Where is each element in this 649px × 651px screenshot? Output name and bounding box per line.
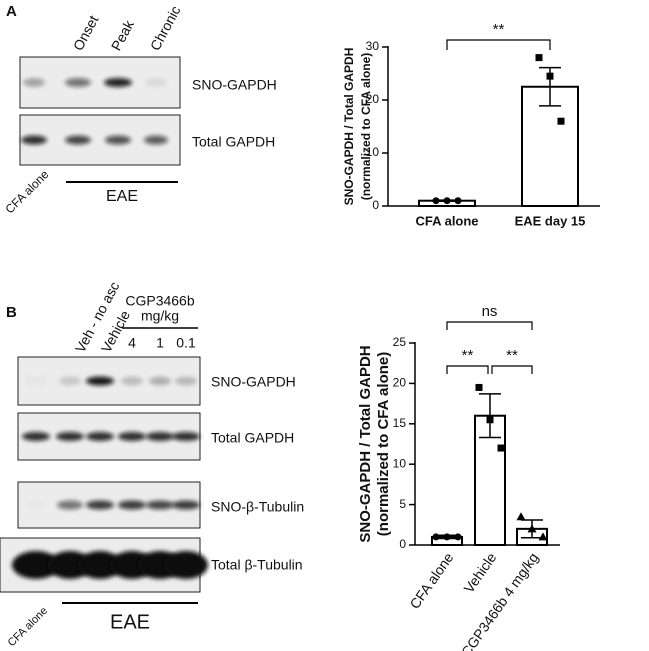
y-tick-label: 25: [393, 335, 407, 349]
data-point: [443, 197, 451, 205]
blot-band: [78, 551, 122, 579]
data-point: [497, 444, 505, 452]
y-axis-label: (normalized to CFA alone): [359, 53, 373, 201]
blot-band: [118, 432, 146, 441]
y-tick-label: 5: [399, 497, 406, 511]
blot-band: [22, 432, 50, 441]
y-tick-label: 0: [372, 198, 379, 212]
lane-label: Chronic: [147, 3, 184, 53]
annotation: **: [493, 21, 505, 38]
data-point: [535, 54, 543, 62]
row-label: Total GAPDH: [211, 430, 294, 446]
blot-band: [105, 135, 131, 145]
y-tick-label: 0: [399, 537, 406, 551]
data-point: [486, 416, 494, 424]
blot-band: [25, 377, 47, 386]
dose-label: 4: [128, 335, 136, 351]
blot-band: [12, 551, 60, 579]
data-point: [538, 532, 548, 541]
panel-label: A: [6, 3, 17, 20]
x-tick-label: Vehicle: [460, 550, 499, 596]
bar: [521, 85, 579, 207]
blot-band: [145, 78, 167, 87]
blot-band: [172, 500, 200, 510]
row-label: SNO-GAPDH: [192, 77, 277, 93]
lane-label: Peak: [108, 17, 138, 54]
blot-band: [104, 78, 132, 87]
blot-band: [146, 432, 174, 441]
data-point: [475, 383, 483, 391]
row-label: Total β-Tubulin: [211, 557, 303, 573]
significance-bracket: [491, 365, 533, 374]
blot-band: [144, 135, 168, 145]
y-tick-label: 15: [393, 416, 407, 430]
data-point: [557, 117, 565, 125]
group-label: EAE: [106, 188, 138, 205]
dose-label: 0.1: [176, 335, 196, 351]
annotation: **: [506, 347, 518, 364]
dose-label: 1: [156, 335, 164, 351]
blot-band: [146, 500, 174, 510]
blot-band: [86, 432, 114, 441]
blot-band: [59, 376, 81, 386]
y-axis-label: (normalized to CFA alone): [375, 352, 392, 536]
data-point: [516, 512, 526, 521]
blot-band: [86, 500, 114, 510]
y-tick-label: 10: [393, 456, 407, 470]
significance-bracket: [446, 365, 489, 374]
blot-band: [164, 551, 208, 579]
blot-band: [25, 501, 47, 510]
y-axis-label: SNO-GAPDH / Total GAPDH: [342, 48, 356, 206]
x-tick-label: EAE day 15: [515, 213, 586, 228]
annotation: **: [462, 347, 474, 364]
data-point: [546, 72, 554, 80]
data-point: [454, 533, 462, 541]
x-tick-label: CFA alone: [406, 550, 456, 612]
significance-bracket: [446, 39, 551, 50]
y-axis-label: SNO-GAPDH / Total GAPDH: [357, 345, 374, 542]
blot-band: [175, 376, 197, 386]
y-tick-label: 30: [366, 39, 380, 53]
data-point: [432, 197, 440, 205]
data-point: [443, 533, 451, 541]
annotation: ns: [482, 303, 498, 320]
x-tick-label: CFA alone: [415, 213, 478, 228]
data-point: [432, 533, 440, 541]
row-label: SNO-GAPDH: [211, 374, 296, 390]
blot-band: [172, 432, 200, 441]
blot-band: [56, 432, 84, 441]
blot-band: [118, 500, 146, 510]
panel-label: B: [6, 304, 17, 321]
lane-label: Onset: [70, 13, 102, 54]
blot-band: [65, 135, 91, 145]
y-tick-label: 10: [366, 145, 380, 159]
y-tick-label: 20: [393, 376, 407, 390]
row-label: Total GAPDH: [192, 134, 275, 150]
data-point: [527, 524, 537, 533]
group-label: EAE: [110, 611, 150, 633]
blot-band: [86, 376, 114, 386]
blot-band: [149, 376, 171, 386]
x-tick-label: CGP3466b 4 mg/kg: [458, 550, 542, 651]
control-label: CFA alone: [6, 605, 50, 649]
blot-band: [23, 78, 45, 87]
data-point: [454, 197, 462, 205]
significance-bracket: [446, 321, 533, 330]
drug-label: mg/kg: [141, 308, 179, 324]
blot-band: [121, 376, 143, 386]
blot-band: [21, 135, 47, 145]
blot-band: [57, 500, 83, 510]
blot-band: [65, 78, 91, 87]
error-bar: [479, 393, 501, 439]
control-label: CFA alone: [2, 167, 51, 216]
y-tick-label: 20: [366, 92, 380, 106]
row-label: SNO-β-Tubulin: [211, 499, 304, 515]
drug-label: CGP3466b: [125, 293, 194, 309]
